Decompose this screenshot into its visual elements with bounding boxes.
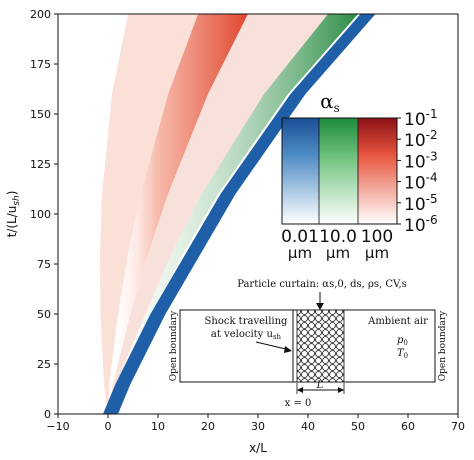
band-100um bbox=[108, 14, 248, 414]
p0-label: p0 bbox=[397, 335, 408, 347]
y-tick-label: 175 bbox=[30, 58, 51, 71]
colorbar-tick-label: 10-3 bbox=[404, 149, 438, 172]
x-tick-label: −10 bbox=[46, 420, 69, 433]
x-tick-label: 10 bbox=[151, 420, 165, 433]
y-tick-label: 0 bbox=[44, 408, 51, 421]
y-tick-label: 125 bbox=[30, 158, 51, 171]
y-tick-label: 100 bbox=[30, 208, 51, 221]
band-transition bbox=[108, 14, 328, 414]
colorbar-column-red bbox=[358, 118, 397, 224]
colorbar-unit-1: µm bbox=[326, 244, 350, 262]
colorbar: αs 10-110-210-310-410-510-6 0.01 µm 10.0… bbox=[281, 89, 438, 262]
particle-curtain bbox=[296, 309, 345, 383]
colorbar-frame bbox=[281, 117, 398, 225]
shock-label-line2: at velocity ush bbox=[211, 329, 282, 341]
open-boundary-right: Open boundary bbox=[438, 310, 448, 381]
colorbar-tick-label: 10-4 bbox=[404, 171, 438, 194]
x-axis-title: x/L bbox=[249, 441, 267, 455]
curtain-length-label: L bbox=[316, 380, 324, 391]
t0-label: T0 bbox=[397, 348, 408, 360]
colorbar-unit-2: µm bbox=[365, 244, 389, 262]
open-boundary-left: Open boundary bbox=[169, 310, 179, 381]
colorbar-title: αs bbox=[320, 89, 340, 115]
origin-label: x = 0 bbox=[285, 398, 312, 409]
colorbar-column-green bbox=[319, 118, 358, 224]
colorbar-size-2: 100 bbox=[361, 227, 393, 247]
x-tick-label: 30 bbox=[251, 420, 265, 433]
y-tick-label: 25 bbox=[37, 358, 51, 371]
band-100um-tail bbox=[100, 14, 198, 414]
y-tick-label: 200 bbox=[30, 8, 51, 21]
colorbar-tick-label: 10-1 bbox=[404, 107, 438, 130]
colorbar-size-1: 10.0 bbox=[319, 227, 357, 247]
inset-schematic: Particle curtain: αs,0, ds, ρs, CV,s Sho… bbox=[169, 279, 448, 409]
x-tick-label: 0 bbox=[105, 420, 112, 433]
y-tick-label: 50 bbox=[37, 308, 51, 321]
colorbar-column-blue bbox=[282, 118, 319, 224]
colorbar-tick-label: 10-6 bbox=[404, 213, 438, 236]
colorbar-unit-0: µm bbox=[288, 244, 312, 262]
x-tick-label: 70 bbox=[451, 420, 465, 433]
colorbar-tick-label: 10-2 bbox=[404, 128, 438, 151]
y-axis-title: t/(L/ush) bbox=[5, 191, 22, 238]
y-tick-label: 150 bbox=[30, 108, 51, 121]
colorbar-size-0: 0.01 bbox=[281, 227, 319, 247]
shock-label-line1: Shock travelling bbox=[205, 316, 289, 327]
ambient-air-label: Ambient air bbox=[367, 316, 428, 327]
particle-curtain-label: Particle curtain: αs,0, ds, ρs, CV,s bbox=[237, 279, 407, 290]
x-tick-label: 40 bbox=[301, 420, 315, 433]
x-tick-label: 20 bbox=[201, 420, 215, 433]
band-0.01um bbox=[103, 14, 376, 414]
x-tick-label: 60 bbox=[401, 420, 415, 433]
x-tick-label: 50 bbox=[351, 420, 365, 433]
colorbar-tick-label: 10-5 bbox=[404, 192, 438, 215]
y-tick-label: 75 bbox=[37, 258, 51, 271]
